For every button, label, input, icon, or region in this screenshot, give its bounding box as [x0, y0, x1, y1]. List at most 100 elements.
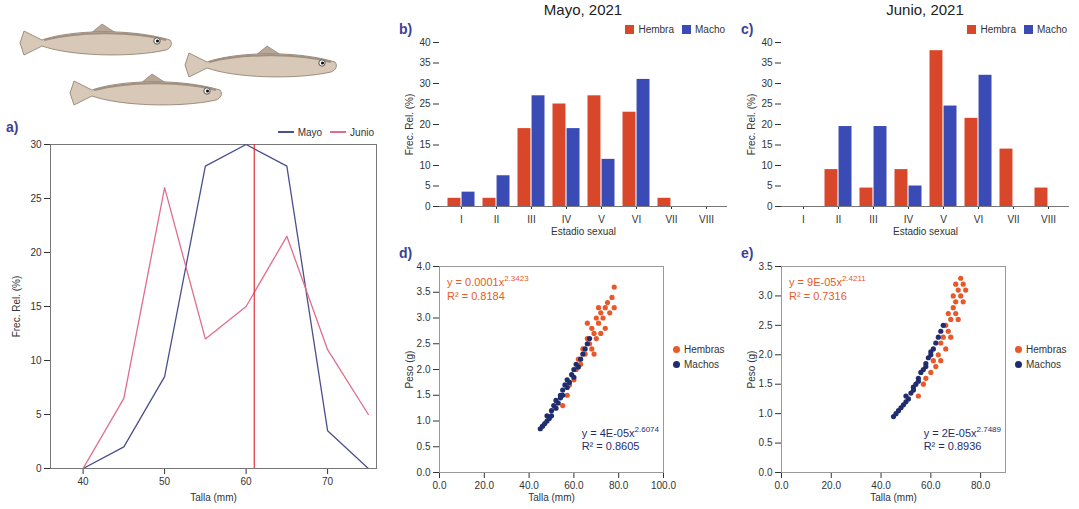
svg-text:15: 15 [761, 139, 773, 150]
svg-text:0.5: 0.5 [759, 437, 773, 448]
svg-text:100.0: 100.0 [651, 480, 676, 491]
svg-text:Talla (mm): Talla (mm) [528, 492, 575, 503]
html-text:y = 4E-05x2.6074: y = 4E-05x2.6074 [581, 424, 659, 439]
svg-text:20.0: 20.0 [822, 480, 842, 491]
svg-text:0.0: 0.0 [417, 467, 431, 478]
html-text:R² = 0.8936: R² = 0.8936 [923, 440, 982, 453]
svg-text:0: 0 [767, 201, 773, 212]
svg-text:0.0: 0.0 [775, 480, 789, 491]
svg-text:Frec. Rel. (%): Frec. Rel. (%) [746, 94, 757, 156]
svg-text:35: 35 [419, 57, 431, 68]
svg-text:15: 15 [30, 301, 42, 312]
svg-text:20: 20 [30, 247, 42, 258]
svg-text:4.0: 4.0 [417, 261, 431, 272]
svg-text:IV: IV [562, 214, 572, 225]
svg-text:3.5: 3.5 [759, 261, 773, 272]
svg-text:60.0: 60.0 [921, 480, 941, 491]
svg-text:15: 15 [419, 139, 431, 150]
html-text:y = 2E-05x2.7489: y = 2E-05x2.7489 [923, 424, 1001, 439]
html-text:y = 0.0001x2.3423: y = 0.0001x2.3423 [447, 274, 529, 288]
svg-text:V: V [598, 214, 605, 225]
svg-text:VIII: VIII [699, 214, 714, 225]
svg-text:5: 5 [767, 180, 773, 191]
svg-text:2.5: 2.5 [759, 320, 773, 331]
svg-text:35: 35 [761, 57, 773, 68]
svg-text:III: III [869, 214, 877, 225]
svg-text:VII: VII [665, 214, 677, 225]
svg-text:V: V [940, 214, 947, 225]
svg-text:25: 25 [30, 193, 42, 204]
html-text:Mayo: Mayo [297, 126, 323, 138]
svg-text:1.5: 1.5 [417, 389, 431, 400]
html-text:y = 9E-05x2.4211: y = 9E-05x2.4211 [789, 274, 866, 288]
svg-text:2.5: 2.5 [417, 338, 431, 349]
svg-text:10: 10 [761, 160, 773, 171]
svg-text:Talla (mm): Talla (mm) [870, 492, 917, 503]
html-text:d): d) [399, 245, 413, 261]
svg-text:Estadio sexual: Estadio sexual [893, 226, 958, 237]
svg-text:70: 70 [322, 476, 334, 487]
svg-text:II: II [836, 214, 842, 225]
svg-text:10: 10 [419, 160, 431, 171]
svg-text:30: 30 [761, 78, 773, 89]
svg-text:3.0: 3.0 [417, 312, 431, 323]
svg-text:5: 5 [36, 409, 42, 420]
html-text:R² = 0.8184: R² = 0.8184 [447, 289, 505, 302]
svg-text:VI: VI [974, 214, 983, 225]
svg-text:Estadio sexual: Estadio sexual [551, 226, 616, 237]
html-text:a): a) [6, 119, 19, 135]
svg-text:40.0: 40.0 [519, 480, 539, 491]
svg-text:2.0: 2.0 [417, 364, 431, 375]
svg-text:80.0: 80.0 [971, 480, 991, 491]
svg-text:30: 30 [419, 78, 431, 89]
svg-text:10: 10 [30, 355, 42, 366]
svg-text:80.0: 80.0 [609, 480, 629, 491]
svg-text:Peso (g): Peso (g) [746, 351, 757, 389]
svg-text:0.5: 0.5 [417, 441, 431, 452]
svg-text:0: 0 [36, 463, 42, 474]
svg-text:1.0: 1.0 [759, 408, 773, 419]
svg-text:2.0: 2.0 [759, 349, 773, 360]
svg-text:1.0: 1.0 [417, 415, 431, 426]
svg-text:II: II [494, 214, 500, 225]
svg-text:3.5: 3.5 [417, 286, 431, 297]
svg-text:20: 20 [419, 119, 431, 130]
html-text:b): b) [399, 21, 413, 37]
svg-text:1.5: 1.5 [759, 378, 773, 389]
svg-text:3.0: 3.0 [759, 290, 773, 301]
svg-text:0.0: 0.0 [759, 467, 773, 478]
svg-text:Talla (mm): Talla (mm) [190, 492, 237, 503]
svg-text:IV: IV [904, 214, 914, 225]
html-text:R² = 0.8605: R² = 0.8605 [581, 440, 640, 453]
svg-text:30: 30 [30, 139, 42, 150]
svg-text:III: III [527, 214, 535, 225]
html-text:c): c) [741, 21, 754, 37]
svg-text:Peso (g): Peso (g) [404, 351, 415, 389]
svg-text:40: 40 [419, 37, 431, 48]
svg-text:VIII: VIII [1041, 214, 1056, 225]
svg-text:5: 5 [425, 180, 431, 191]
svg-text:60: 60 [241, 476, 253, 487]
svg-text:VII: VII [1007, 214, 1019, 225]
svg-text:I: I [802, 214, 805, 225]
svg-text:0.0: 0.0 [433, 480, 447, 491]
html-text:Mayo, 2021: Mayo, 2021 [543, 1, 623, 18]
svg-text:40: 40 [761, 37, 773, 48]
svg-text:25: 25 [761, 98, 773, 109]
svg-text:60.0: 60.0 [564, 480, 584, 491]
svg-text:VI: VI [632, 214, 641, 225]
svg-text:50: 50 [159, 476, 171, 487]
svg-text:Frec. Rel. (%): Frec. Rel. (%) [404, 94, 415, 156]
svg-text:0: 0 [425, 201, 431, 212]
svg-text:40: 40 [78, 476, 90, 487]
html-text:e): e) [741, 245, 754, 261]
html-text:R² = 0.7316: R² = 0.7316 [789, 289, 847, 302]
svg-text:Frec. Rel. (%): Frec. Rel. (%) [11, 276, 22, 338]
svg-text:20: 20 [761, 119, 773, 130]
svg-text:25: 25 [419, 98, 431, 109]
html-text:Junio: Junio [350, 126, 374, 138]
svg-text:I: I [460, 214, 463, 225]
svg-text:20.0: 20.0 [475, 480, 495, 491]
svg-text:40.0: 40.0 [871, 480, 891, 491]
html-text:Junio, 2021: Junio, 2021 [886, 1, 964, 18]
